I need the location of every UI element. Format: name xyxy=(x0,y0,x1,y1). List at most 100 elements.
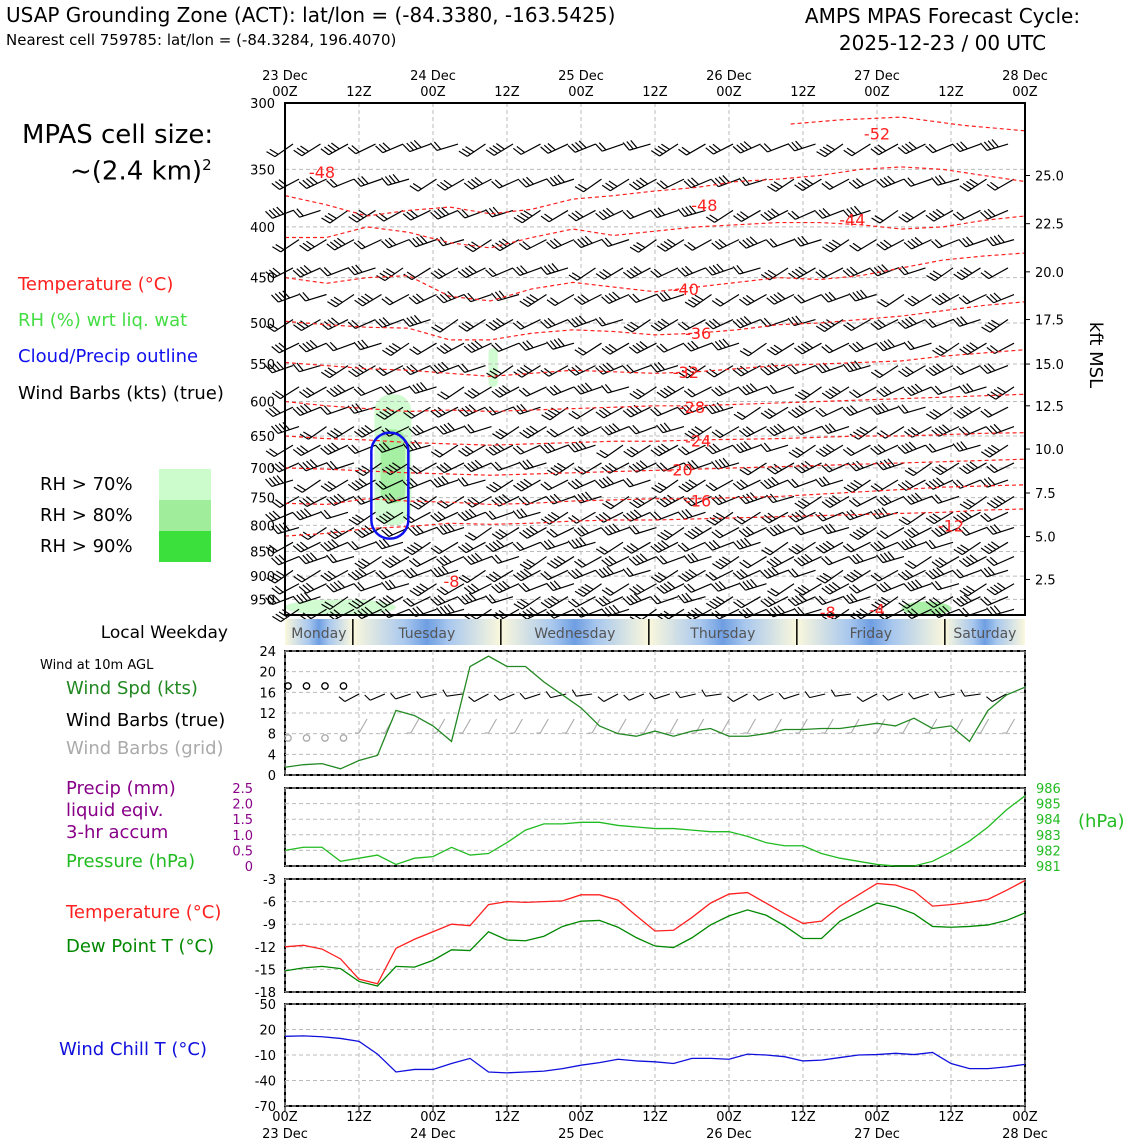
wind-barb-shaft xyxy=(686,479,706,493)
wind-barb-flag xyxy=(604,557,614,565)
wind-barb xyxy=(821,342,850,354)
wind-barb-flag xyxy=(458,150,468,157)
wind-barb-shaft xyxy=(280,239,300,253)
wind-barb xyxy=(271,583,300,595)
wind-barb xyxy=(430,595,459,606)
wind-barb-flag xyxy=(711,179,719,188)
wind-barb-flag xyxy=(567,481,576,490)
wind-barb xyxy=(870,444,899,456)
surface-barb-flag xyxy=(519,692,526,700)
wind-barb-flag xyxy=(550,467,560,474)
surface-barb-flag xyxy=(623,694,630,701)
wind-barb-flag xyxy=(630,139,638,149)
surface-wind-barb xyxy=(468,693,489,702)
wind-barb-flag xyxy=(608,605,617,615)
wind-barb xyxy=(628,293,657,303)
grid-wind-barb xyxy=(458,718,472,734)
surface-barb-shaft xyxy=(758,693,774,701)
wind-barb xyxy=(348,364,376,378)
wind-barb-flag xyxy=(925,444,933,453)
wind-barb-shaft xyxy=(526,527,547,539)
wind-barb-flag xyxy=(430,410,439,418)
wind-barb-shaft xyxy=(851,479,871,493)
wind-barb xyxy=(430,511,459,523)
wind-barb xyxy=(760,208,789,221)
wind-barb xyxy=(436,495,465,509)
wind-barb-flag xyxy=(602,363,611,372)
wind-barb-flag xyxy=(938,607,947,615)
wind-barb-flag xyxy=(794,588,803,596)
precip-ytick: 2.5 xyxy=(232,782,253,797)
xs-pressure-tick: 350 xyxy=(250,163,275,178)
wind-barb-flag xyxy=(901,516,911,523)
wind-barb-flag xyxy=(599,409,608,417)
wind-barb-flag xyxy=(364,606,373,614)
wind-barb-flag xyxy=(962,526,971,535)
wind-barb xyxy=(485,569,514,583)
wind-barb-flag xyxy=(963,510,973,518)
wind-barb xyxy=(650,406,679,417)
wind-barb-flag xyxy=(329,583,338,591)
wind-barb-flag xyxy=(351,265,359,274)
wind-barb-flag xyxy=(711,342,719,351)
xs-pressure-tick: 450 xyxy=(250,272,275,287)
wind-barb-flag xyxy=(852,531,862,538)
wind-barb-flag xyxy=(468,404,477,412)
wind-barb-flag xyxy=(357,386,366,395)
wind-barb xyxy=(573,425,602,437)
wind-barb-flag xyxy=(656,293,664,302)
wind-barb-flag xyxy=(791,316,799,325)
wind-barb-shaft xyxy=(356,511,376,526)
wind-barb-flag xyxy=(519,300,529,307)
wind-barb-flag xyxy=(654,322,663,330)
wind-barb-flag xyxy=(795,140,803,149)
wind-barb-shaft xyxy=(601,318,624,327)
wind-barb-flag xyxy=(993,235,1002,244)
wind-barb-flag xyxy=(299,244,308,252)
wind-barb xyxy=(292,592,321,605)
wind-barb xyxy=(485,539,514,553)
wind-barb-flag xyxy=(599,271,608,278)
wind-barb-flag xyxy=(870,574,880,582)
wind-barb-flag xyxy=(853,569,863,577)
wind-barb-flag xyxy=(416,424,425,433)
wind-barb xyxy=(347,264,376,276)
wind-barb-flag xyxy=(573,495,581,504)
wind-barb-flag xyxy=(907,428,917,436)
wind-barb-flag xyxy=(275,499,284,506)
wind-barb-flag xyxy=(815,450,825,457)
wind-barb-flag xyxy=(871,603,881,610)
wind-barb-flag xyxy=(877,444,886,452)
wind-barb xyxy=(760,143,789,153)
wind-barb-flag xyxy=(952,599,962,607)
wind-barb xyxy=(601,178,630,192)
weekday-cell xyxy=(944,619,1025,645)
wind-barb-flag xyxy=(543,481,553,489)
wind-barb-flag xyxy=(463,464,472,472)
wind-barb-shaft xyxy=(910,342,932,351)
wind-barb-flag xyxy=(931,298,940,306)
wind-barb-flag xyxy=(769,527,778,535)
wind-barb xyxy=(650,540,679,553)
wind-barb-flag xyxy=(529,525,539,533)
wind-barb-flag xyxy=(956,317,964,326)
wind-barb-shaft xyxy=(657,209,679,219)
wind-barb-flag xyxy=(714,240,724,248)
wind-barb-shaft xyxy=(327,444,349,456)
wind-barb-flag xyxy=(567,145,576,153)
wind-barb-flag xyxy=(685,571,694,578)
wind-barb xyxy=(656,342,685,353)
wind-barb-flag xyxy=(549,495,558,504)
wind-barb-flag xyxy=(628,346,638,354)
wind-barb-shaft xyxy=(772,386,795,395)
wind-barb-flag xyxy=(303,508,312,517)
wind-barb-flag xyxy=(653,407,662,415)
wind-barb-flag xyxy=(769,426,778,435)
wind-barb-flag xyxy=(347,446,356,454)
wind-barb xyxy=(732,441,761,454)
calm-circle xyxy=(302,682,311,690)
wind-barb-flag xyxy=(766,467,776,475)
temperature-contour-label: -48 xyxy=(691,196,717,215)
wind-barb-flag xyxy=(467,243,477,250)
wind-barb-flag xyxy=(956,365,965,374)
